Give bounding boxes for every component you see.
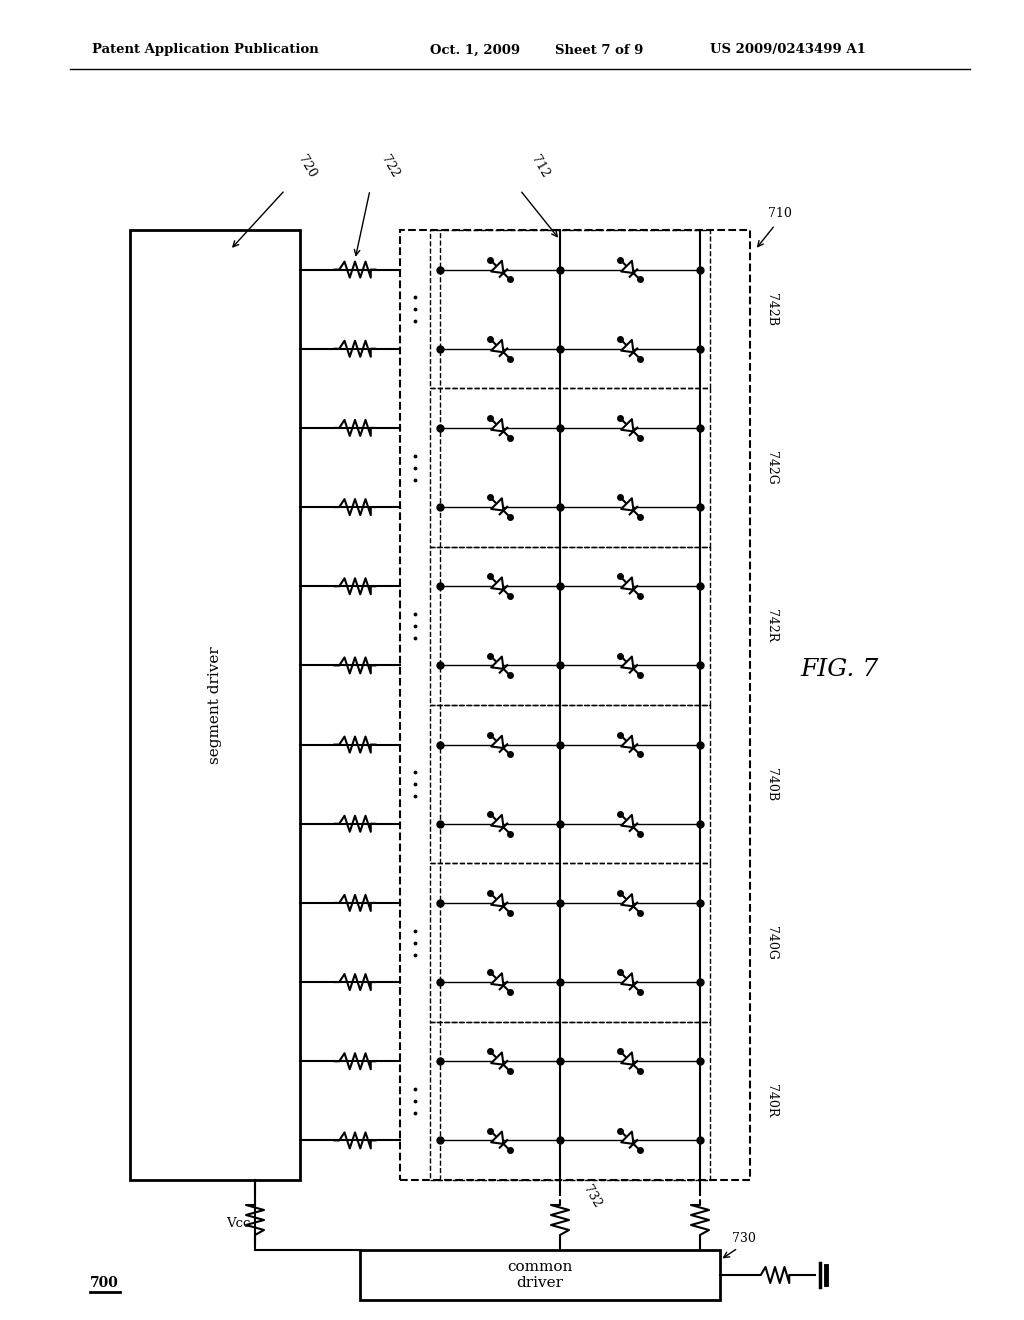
Polygon shape: [622, 1131, 634, 1144]
Bar: [430, 230, 710, 388]
Polygon shape: [492, 420, 504, 432]
Text: 740B: 740B: [765, 768, 778, 801]
Text: 742R: 742R: [765, 610, 778, 643]
Polygon shape: [622, 814, 634, 828]
Text: 712: 712: [528, 153, 551, 180]
Bar: [360, 1250, 720, 1300]
Bar: [400, 230, 750, 1180]
Polygon shape: [622, 341, 634, 352]
Text: common
driver: common driver: [507, 1259, 572, 1290]
Bar: [430, 863, 710, 1022]
Text: Sheet 7 of 9: Sheet 7 of 9: [555, 44, 643, 57]
Polygon shape: [622, 973, 634, 986]
Polygon shape: [492, 1131, 504, 1144]
Polygon shape: [492, 498, 504, 511]
Text: 740R: 740R: [765, 1084, 778, 1118]
Text: 722: 722: [378, 153, 401, 180]
Text: Patent Application Publication: Patent Application Publication: [92, 44, 318, 57]
Text: 740G: 740G: [765, 925, 778, 960]
Polygon shape: [492, 656, 504, 669]
Polygon shape: [492, 894, 504, 907]
Text: Oct. 1, 2009: Oct. 1, 2009: [430, 44, 520, 57]
Polygon shape: [492, 577, 504, 590]
Polygon shape: [622, 894, 634, 907]
Text: segment driver: segment driver: [208, 645, 222, 764]
Text: 742G: 742G: [765, 450, 778, 484]
Text: Vcc: Vcc: [225, 1217, 250, 1230]
Polygon shape: [622, 1052, 634, 1065]
Text: 742B: 742B: [765, 293, 778, 326]
Polygon shape: [492, 814, 504, 828]
Text: 710: 710: [768, 207, 792, 220]
Bar: [430, 705, 710, 863]
Polygon shape: [492, 1052, 504, 1065]
Bar: [430, 388, 710, 546]
Bar: [430, 546, 710, 705]
Text: US 2009/0243499 A1: US 2009/0243499 A1: [710, 44, 866, 57]
Polygon shape: [622, 577, 634, 590]
Polygon shape: [492, 341, 504, 352]
Text: FIG. 7: FIG. 7: [801, 659, 880, 681]
Polygon shape: [492, 261, 504, 273]
Text: 730: 730: [732, 1232, 756, 1245]
Text: 700: 700: [90, 1276, 119, 1290]
Polygon shape: [622, 735, 634, 748]
Text: 732: 732: [580, 1183, 603, 1210]
Bar: [430, 1022, 710, 1180]
Polygon shape: [622, 656, 634, 669]
Text: 720: 720: [295, 153, 318, 180]
Bar: [130, 230, 300, 1180]
Polygon shape: [622, 420, 634, 432]
Polygon shape: [492, 973, 504, 986]
Polygon shape: [492, 735, 504, 748]
Polygon shape: [622, 498, 634, 511]
Polygon shape: [622, 261, 634, 273]
